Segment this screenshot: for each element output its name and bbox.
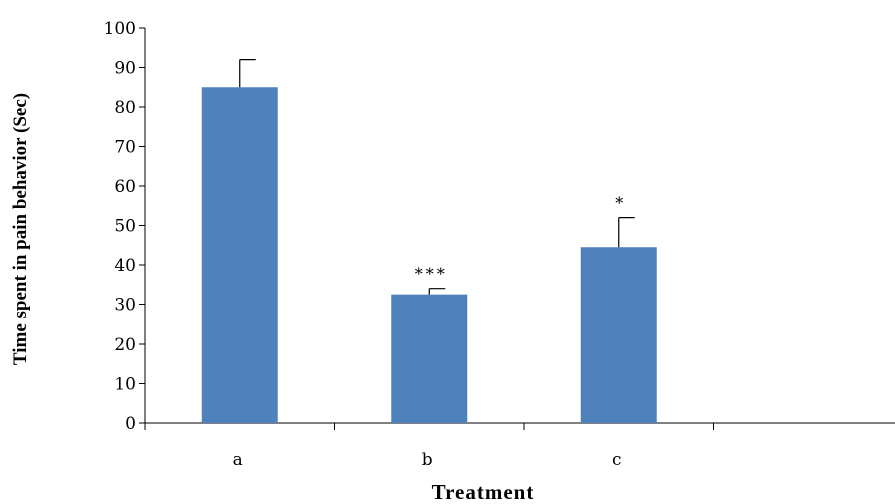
y-tick-label: 0 [125, 414, 136, 434]
bar-a [201, 87, 278, 423]
x-tick-label-a: a [233, 450, 243, 470]
y-tick-label: 40 [114, 256, 136, 276]
x-axis-title: Treatment [432, 480, 535, 504]
y-tick-label: 100 [104, 19, 136, 39]
significance-marker-b: *** [415, 265, 448, 284]
bar-b [391, 294, 468, 423]
x-tick-label-b: b [422, 450, 433, 470]
significance-marker-c: * [615, 194, 626, 213]
y-tick-label: 20 [114, 335, 136, 355]
bar-c [580, 247, 657, 423]
y-tick-label: 80 [114, 98, 136, 118]
y-tick-label: 70 [114, 138, 136, 158]
y-axis-title: Time spent in pain behavior (Sec) [10, 93, 31, 365]
plot-area: 0 10 20 30 40 50 60 70 80 90 100 a *** b * c [104, 19, 895, 470]
y-tick-label: 30 [114, 296, 136, 316]
y-tick-label: 50 [114, 217, 136, 237]
y-tick-label: 90 [114, 59, 136, 79]
y-tick-label: 60 [114, 177, 136, 197]
x-tick-label-c: c [612, 450, 622, 470]
y-tick-label: 10 [114, 375, 136, 395]
